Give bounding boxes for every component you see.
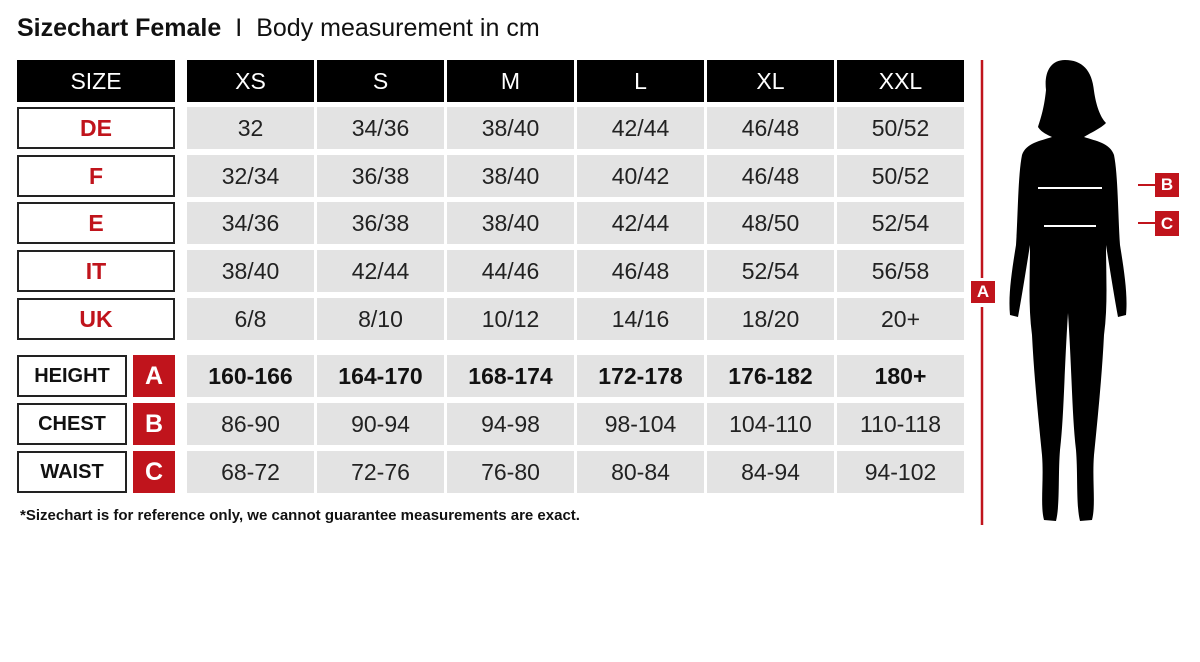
size-header-xs: XS bbox=[187, 60, 314, 102]
table-cell: 72-76 bbox=[317, 451, 444, 493]
measurement-letter-badge: C bbox=[133, 451, 175, 493]
table-cell: 168-174 bbox=[447, 355, 574, 397]
table-cell: 50/52 bbox=[837, 155, 964, 197]
table-cell: 42/44 bbox=[317, 250, 444, 292]
table-cell: 38/40 bbox=[447, 107, 574, 149]
table-cell: 38/40 bbox=[447, 202, 574, 244]
table-cell: 38/40 bbox=[447, 155, 574, 197]
table-cell: 10/12 bbox=[447, 298, 574, 340]
table-cell: 44/46 bbox=[447, 250, 574, 292]
table-cell: 180+ bbox=[837, 355, 964, 397]
size-header-xxl: XXL bbox=[837, 60, 964, 102]
table-cell: 164-170 bbox=[317, 355, 444, 397]
size-header-label: SIZE bbox=[17, 60, 175, 102]
table-cell: 46/48 bbox=[707, 107, 834, 149]
table-cell: 84-94 bbox=[707, 451, 834, 493]
table-cell: 40/42 bbox=[577, 155, 704, 197]
table-cell: 38/40 bbox=[187, 250, 314, 292]
footnote: *Sizechart is for reference only, we can… bbox=[20, 507, 580, 524]
table-cell: 50/52 bbox=[837, 107, 964, 149]
table-cell: 52/54 bbox=[837, 202, 964, 244]
table-cell: 20+ bbox=[837, 298, 964, 340]
row-label-height: HEIGHT bbox=[17, 355, 127, 397]
measurement-letter-badge: A bbox=[133, 355, 175, 397]
size-header-m: M bbox=[447, 60, 574, 102]
table-cell: 94-102 bbox=[837, 451, 964, 493]
table-cell: 94-98 bbox=[447, 403, 574, 445]
row-label-chest: CHEST bbox=[17, 403, 127, 445]
table-cell: 172-178 bbox=[577, 355, 704, 397]
table-cell: 32/34 bbox=[187, 155, 314, 197]
table-cell: 6/8 bbox=[187, 298, 314, 340]
page-title: Sizechart Female I Body measurement in cm bbox=[17, 14, 540, 42]
table-cell: 8/10 bbox=[317, 298, 444, 340]
table-cell: 80-84 bbox=[577, 451, 704, 493]
table-cell: 32 bbox=[187, 107, 314, 149]
table-cell: 76-80 bbox=[447, 451, 574, 493]
table-cell: 86-90 bbox=[187, 403, 314, 445]
waist-marker: C bbox=[1155, 211, 1179, 236]
table-cell: 68-72 bbox=[187, 451, 314, 493]
body-figure bbox=[980, 60, 1155, 525]
size-header-l: L bbox=[577, 60, 704, 102]
row-label-it: IT bbox=[17, 250, 175, 292]
row-label-e: E bbox=[17, 202, 175, 244]
table-cell: 42/44 bbox=[577, 107, 704, 149]
table-cell: 90-94 bbox=[317, 403, 444, 445]
table-cell: 34/36 bbox=[187, 202, 314, 244]
table-cell: 48/50 bbox=[707, 202, 834, 244]
measurement-letter-badge: B bbox=[133, 403, 175, 445]
table-cell: 46/48 bbox=[707, 155, 834, 197]
table-cell: 36/38 bbox=[317, 202, 444, 244]
table-cell: 104-110 bbox=[707, 403, 834, 445]
table-cell: 56/58 bbox=[837, 250, 964, 292]
table-cell: 176-182 bbox=[707, 355, 834, 397]
table-cell: 160-166 bbox=[187, 355, 314, 397]
table-cell: 110-118 bbox=[837, 403, 964, 445]
table-cell: 46/48 bbox=[577, 250, 704, 292]
table-cell: 98-104 bbox=[577, 403, 704, 445]
table-cell: 52/54 bbox=[707, 250, 834, 292]
row-label-uk: UK bbox=[17, 298, 175, 340]
table-cell: 36/38 bbox=[317, 155, 444, 197]
female-silhouette-icon bbox=[1009, 60, 1127, 521]
table-cell: 34/36 bbox=[317, 107, 444, 149]
size-header-xl: XL bbox=[707, 60, 834, 102]
table-cell: 14/16 bbox=[577, 298, 704, 340]
table-cell: 18/20 bbox=[707, 298, 834, 340]
row-label-f: F bbox=[17, 155, 175, 197]
row-label-de: DE bbox=[17, 107, 175, 149]
chest-marker: B bbox=[1155, 173, 1179, 197]
row-label-waist: WAIST bbox=[17, 451, 127, 493]
size-header-s: S bbox=[317, 60, 444, 102]
table-cell: 42/44 bbox=[577, 202, 704, 244]
height-marker: A bbox=[971, 281, 995, 303]
